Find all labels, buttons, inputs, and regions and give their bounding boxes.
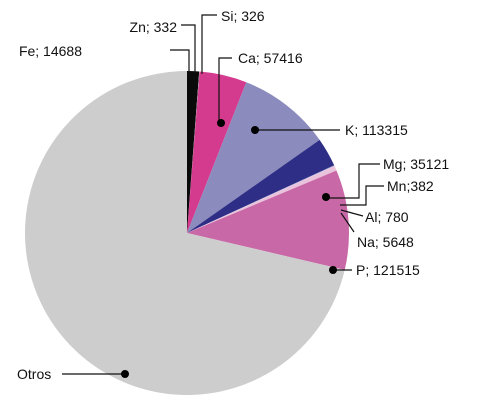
slice-label-fe: Fe; 14688 xyxy=(19,43,82,59)
pie-slice-si xyxy=(187,71,200,233)
pie-slice-fe xyxy=(187,70,200,233)
leader-line-zn xyxy=(181,24,196,74)
pie-slice-otros xyxy=(24,71,345,395)
leader-line-mg xyxy=(326,163,380,199)
leader-line-al xyxy=(340,209,364,217)
pie-slice-ca xyxy=(187,71,247,233)
leader-line-na xyxy=(340,212,355,233)
slice-label-p: P; 121515 xyxy=(356,262,420,278)
leader-dot-k xyxy=(251,126,259,134)
pie-slice-mn xyxy=(187,165,335,233)
slice-label-mn: Mn;382 xyxy=(387,178,434,194)
pie-slice-na xyxy=(187,166,337,233)
slice-label-al: Al; 780 xyxy=(365,209,409,225)
leader-line-si xyxy=(201,14,217,74)
pie-slice-p xyxy=(187,170,349,270)
slice-label-k: K; 113315 xyxy=(345,122,408,138)
pie-slice-mg xyxy=(187,139,335,233)
slice-label-ca: Ca; 57416 xyxy=(238,50,303,66)
pie-slice-zn xyxy=(187,71,200,234)
slice-label-otros: Otros xyxy=(17,366,51,382)
leader-dot-p xyxy=(329,266,337,274)
leader-dot-mg xyxy=(322,193,330,201)
slice-label-mg: Mg; 35121 xyxy=(383,156,449,172)
pie-slice-al xyxy=(187,165,335,233)
slice-label-si: Si; 326 xyxy=(221,8,265,24)
leader-line-mn xyxy=(340,185,384,206)
leader-dot-otros xyxy=(121,370,129,378)
slice-label-na: Na; 5648 xyxy=(357,234,414,250)
leader-line-ca xyxy=(218,57,232,120)
leader-dot-ca xyxy=(217,119,225,127)
pie-slice-k xyxy=(187,82,320,233)
slice-label-zn: Zn; 332 xyxy=(130,19,178,35)
leader-line-fe xyxy=(170,49,190,74)
